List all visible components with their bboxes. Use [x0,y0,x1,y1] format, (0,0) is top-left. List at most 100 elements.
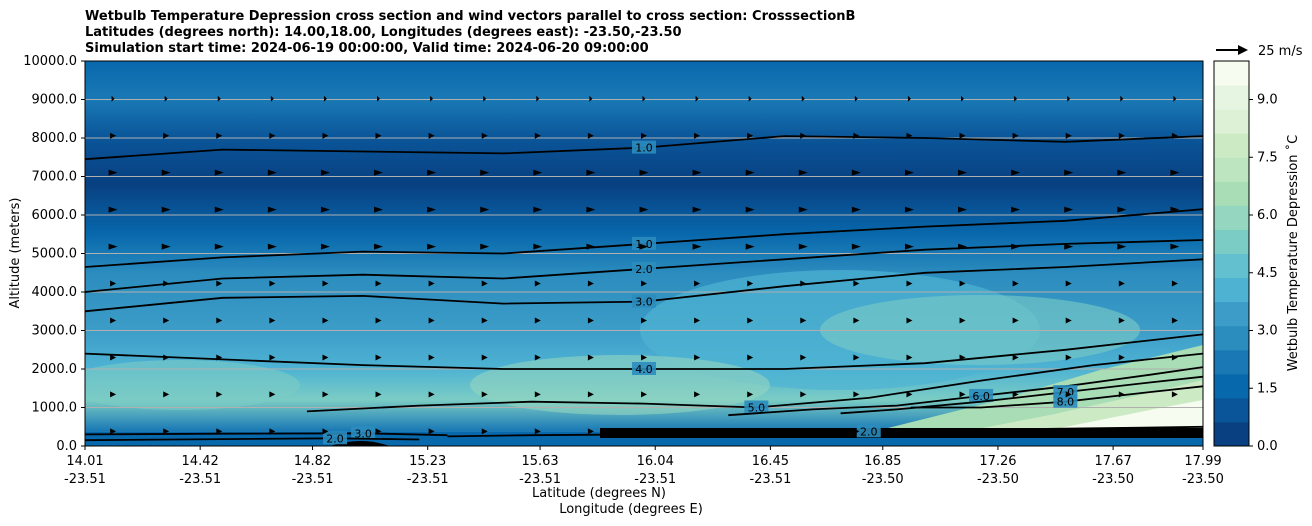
wind-vector [745,169,755,176]
wind-vector [641,280,647,287]
wind-vector [481,280,488,287]
wind-vector [587,391,594,398]
wind-vector [745,243,755,250]
wind-vector [216,354,223,361]
wind-vector [800,280,807,287]
contour-label-bg [351,426,376,440]
wind-vector [269,280,276,287]
wind-vector [267,206,277,213]
wind-vector [1170,169,1180,176]
wind-vector [1171,428,1178,435]
y-tick-label: 10000.0 [23,54,77,69]
wind-vector [1117,169,1127,176]
y-tick-label: 7000.0 [32,170,78,185]
contour-label: 5.0 [748,402,766,415]
wind-vector [216,132,223,139]
wind-vector [374,243,384,250]
colorbar-band [1214,397,1249,423]
contour-label-bg [856,424,881,438]
wind-vector [959,317,966,324]
wind-vector [1012,354,1019,361]
wind-vector [1065,391,1072,398]
wind-vector [216,280,223,287]
x-tick-label-lat: 14.42 [182,454,219,469]
contour-line [85,432,448,437]
wind-vector [322,428,329,435]
colorbar-band [1214,373,1249,399]
wind-vector [904,169,914,176]
wind-vector-layer [108,95,1180,435]
wind-vector [427,169,437,176]
wind-vector [108,169,118,176]
wind-vector [322,354,329,361]
wind-key-arrow-head [1238,45,1248,55]
contour-label: 1.0 [635,142,653,155]
wind-vector [534,428,541,435]
wind-vector [958,206,968,213]
wind-vector [110,317,117,324]
wind-vector [747,354,754,361]
wind-vector [108,243,118,250]
colorbar-tick-label: 9.0 [1257,93,1278,108]
wind-vector [1118,280,1125,287]
x-tick-label-lon: -23.51 [64,472,106,487]
contour-label-bg [1053,394,1078,408]
wind-vector [587,280,594,287]
wind-vector [214,243,224,250]
wind-vector [320,243,330,250]
wind-vector [269,354,276,361]
x-tick-label-lat: 14.01 [66,454,103,469]
contour-dense-surface-lines [600,428,1203,438]
wind-vector [1171,317,1178,324]
wind-vector [1012,428,1019,435]
wind-vector [641,391,647,398]
wind-vector [639,169,649,176]
chart-title-line-3: Simulation start time: 2024-06-19 00:00:… [85,41,649,56]
contour-label: 1.0 [635,238,653,251]
y-axis: 0.0 1000.0 2000.0 3000.0 4000.0 5000.0 6000.0 7… [23,54,85,454]
wind-vector [481,317,488,324]
x-tick-label-lat: 14.82 [294,454,331,469]
y-tick-label: 3000.0 [32,324,78,339]
y-tick-label: 8000.0 [32,131,78,146]
x-tick-label-lon: -23.51 [407,472,449,487]
wind-vector [748,95,752,102]
contour-label: 6.0 [972,390,990,403]
wind-vector [642,95,646,102]
wind-vector [269,428,276,435]
wind-vector [800,132,807,139]
contour-line [447,425,1203,438]
wind-vector [1011,206,1021,213]
x-tick-label-lon: -23.50 [1092,472,1134,487]
wind-vector [164,95,168,102]
wind-vector [586,169,596,176]
wind-vector [1067,95,1071,102]
wind-vector [1170,206,1180,213]
contour-label: 3.0 [354,427,372,440]
wind-vector [1065,132,1072,139]
wind-vector [1014,95,1018,102]
wind-vector [428,391,435,398]
wind-vector [108,206,118,213]
wind-vector [747,391,754,398]
wind-vector [480,243,490,250]
wind-vector [1012,391,1019,398]
colorbar-band [1214,277,1249,303]
colorbar-tick-label: 3.0 [1257,324,1278,339]
wind-vector [161,243,171,250]
wind-vector [374,169,384,176]
wind-vector [906,280,913,287]
wind-vector [322,132,329,139]
wind-vector [747,280,754,287]
wind-vector [1012,280,1019,287]
wind-vector [959,354,966,361]
wind-vector [533,169,543,176]
x-axis: 14.01 -23.51 14.42 -23.51 14.82 -23.51 15.23 -2… [64,446,1224,487]
colorbar-band [1214,253,1249,279]
contour-label: 2.0 [635,263,653,276]
x-tick-label-lon: -23.51 [292,472,334,487]
wind-vector [428,280,435,287]
wind-vector [745,206,755,213]
wind-vector [694,391,701,398]
wind-vector [1012,132,1019,139]
